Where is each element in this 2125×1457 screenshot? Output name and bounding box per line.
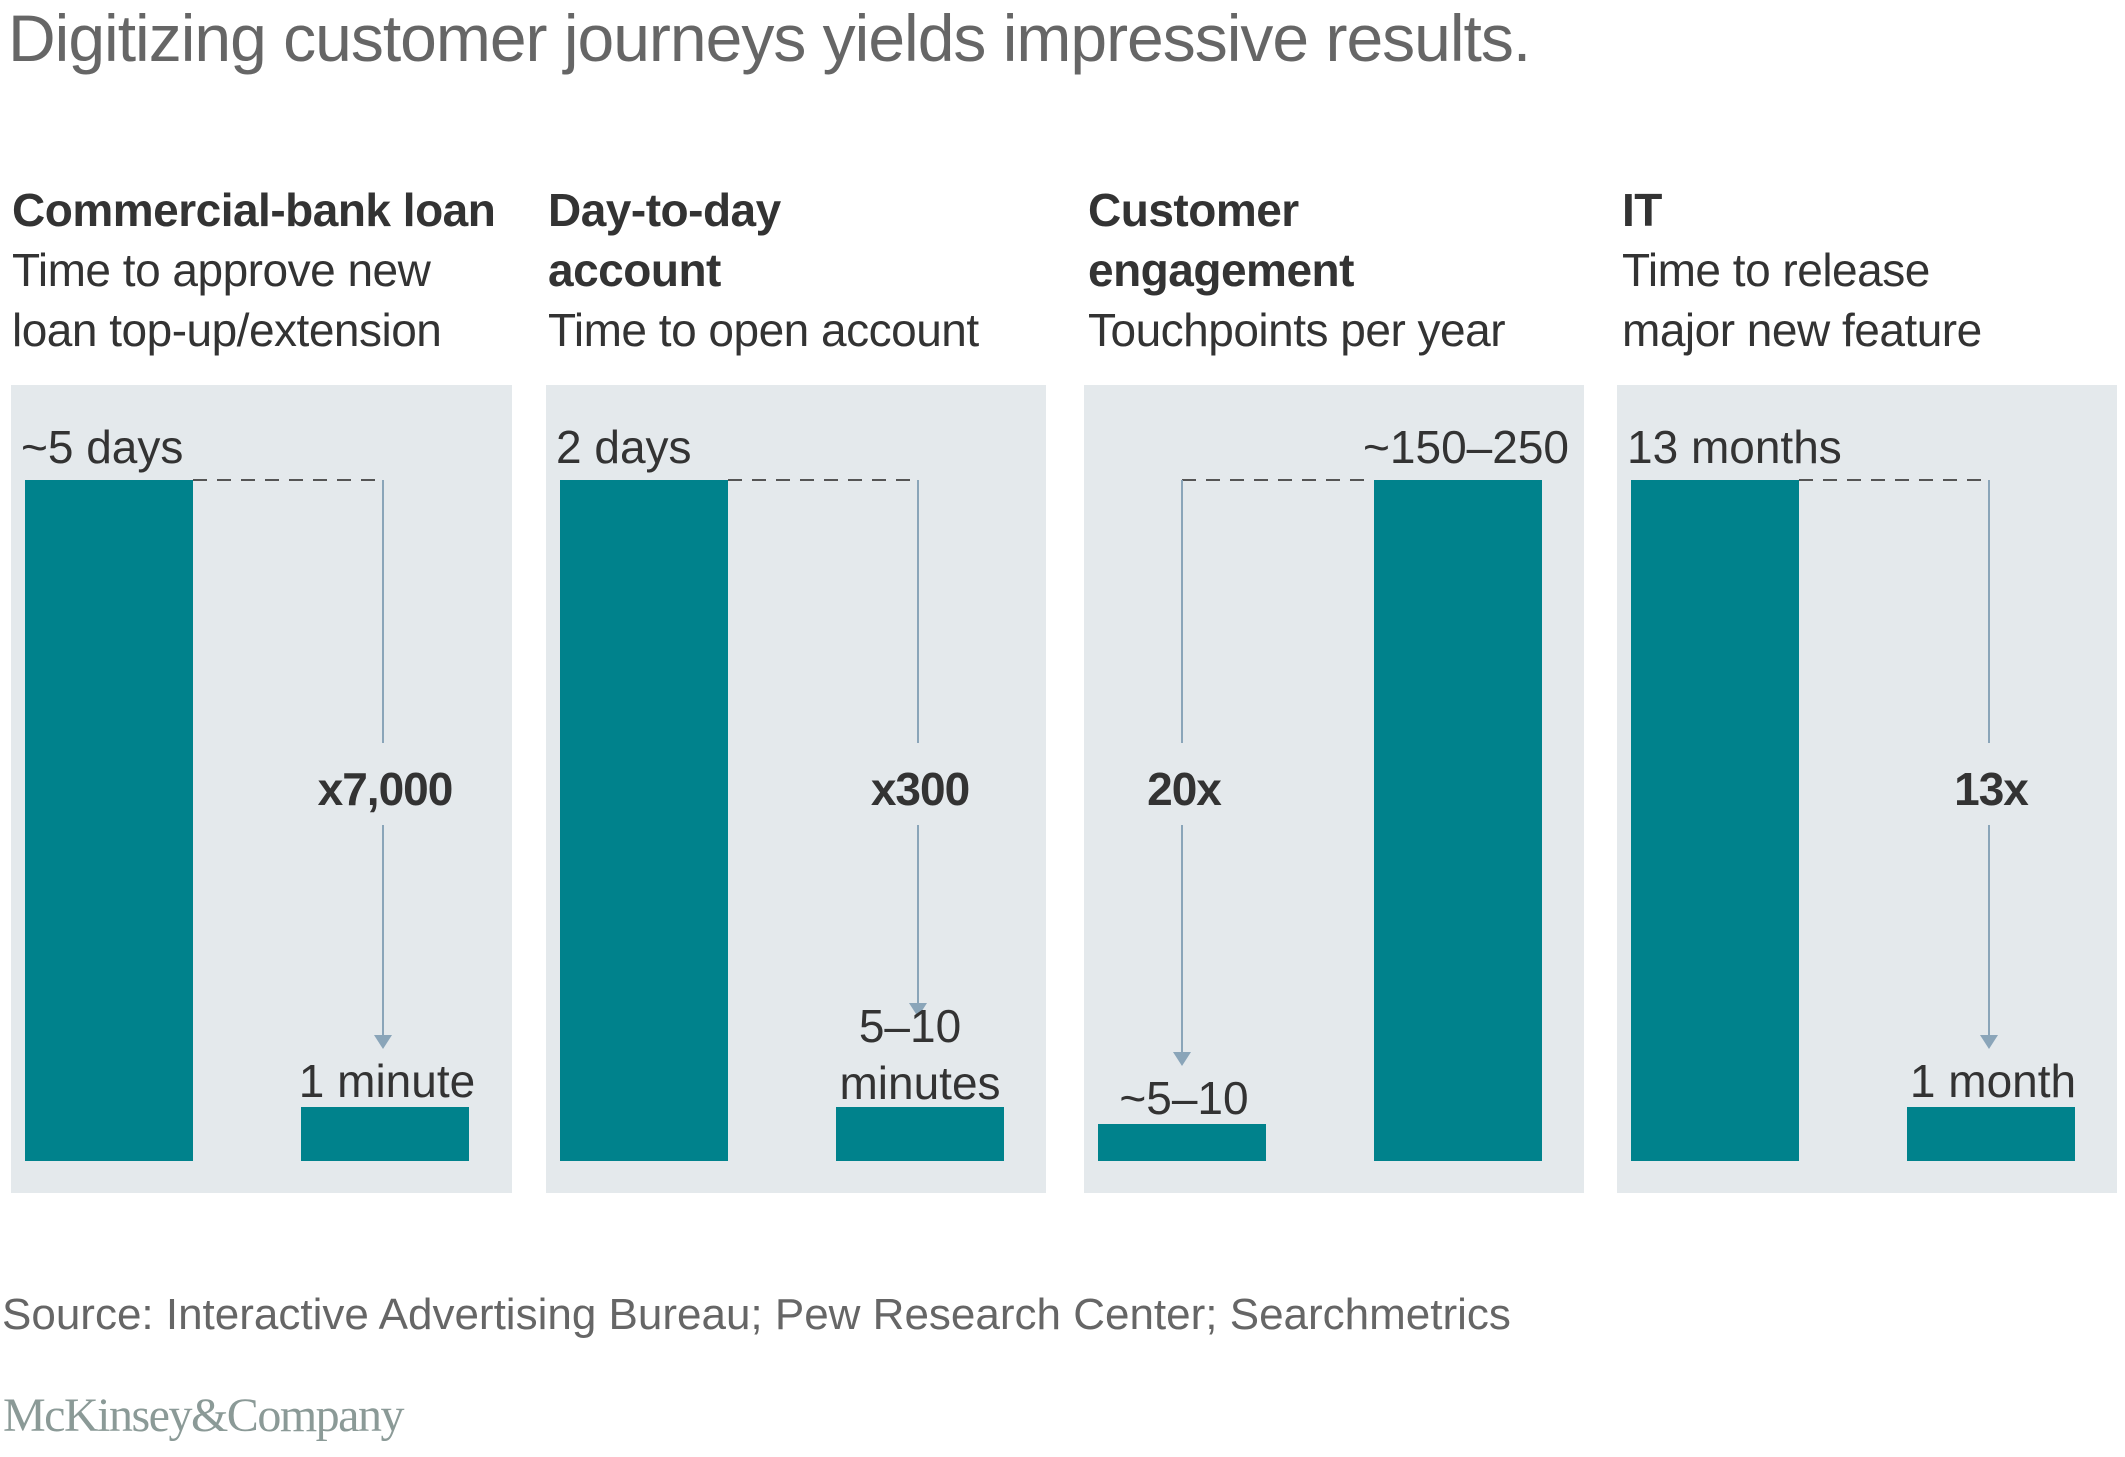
chart-title: Digitizing customer journeys yields impr… [8,1,1531,75]
multiplier-label-2: x300 [871,763,969,815]
column-header-subtitle: Time to approve new [12,244,431,296]
column-header-subtitle: loan top-up/extension [12,304,442,356]
column-header-subtitle: major new feature [1622,304,1982,356]
column-header-1: Commercial-bank loan Time to approve new… [12,180,496,360]
value-label-4-1: 13 months [1627,421,1842,473]
bar-2-2 [836,1107,1004,1161]
value-label-3-1: ~5–10 [1119,1072,1248,1124]
column-header-bold: IT [1622,184,1662,236]
multiplier-label-1: x7,000 [318,763,453,815]
value-label-1-2: 1 minute [299,1055,475,1107]
source-note: Source: Interactive Advertising Bureau; … [2,1290,1511,1339]
value-label-1-1: ~5 days [21,421,183,473]
column-header-4: IT Time to release major new feature [1622,180,1982,360]
column-header-bold: Customer [1088,184,1299,236]
bar-3-1 [1098,1124,1266,1161]
column-header-bold: Commercial-bank loan [12,184,496,236]
column-header-bold: account [548,244,721,296]
company-logo: McKinsey&Company [3,1389,404,1442]
value-label-2-2-line2: minutes [839,1057,1000,1109]
bar-1-2 [301,1107,469,1161]
bar-1-1 [25,480,193,1161]
column-header-3: Customer engagement Touchpoints per year [1088,180,1506,360]
bar-4-2 [1907,1107,2075,1161]
value-label-2-1: 2 days [556,421,692,473]
arrow-head-icon-1 [374,1035,392,1049]
arrow-head-icon-2 [909,1003,927,1017]
column-header-subtitle: Time to open account [548,304,979,356]
bar-4-1 [1631,480,1799,1161]
column-header-bold: Day-to-day [548,184,781,236]
column-header-2: Day-to-day account Time to open account [548,180,979,360]
value-label-4-2: 1 month [1910,1055,2076,1107]
column-header-bold: engagement [1088,244,1354,296]
column-header-subtitle: Time to release [1622,244,1930,296]
value-label-3-2: ~150–250 [1363,421,1569,473]
bar-3-2 [1374,480,1542,1161]
column-header-subtitle: Touchpoints per year [1088,304,1506,356]
multiplier-label-3: 20x [1147,763,1222,815]
arrow-head-icon-3 [1173,1052,1191,1066]
value-label-2-2: 5–10 [859,1000,961,1052]
bar-2-1 [560,480,728,1161]
arrow-head-icon-4 [1980,1035,1998,1049]
multiplier-label-4: 13x [1954,763,2029,815]
